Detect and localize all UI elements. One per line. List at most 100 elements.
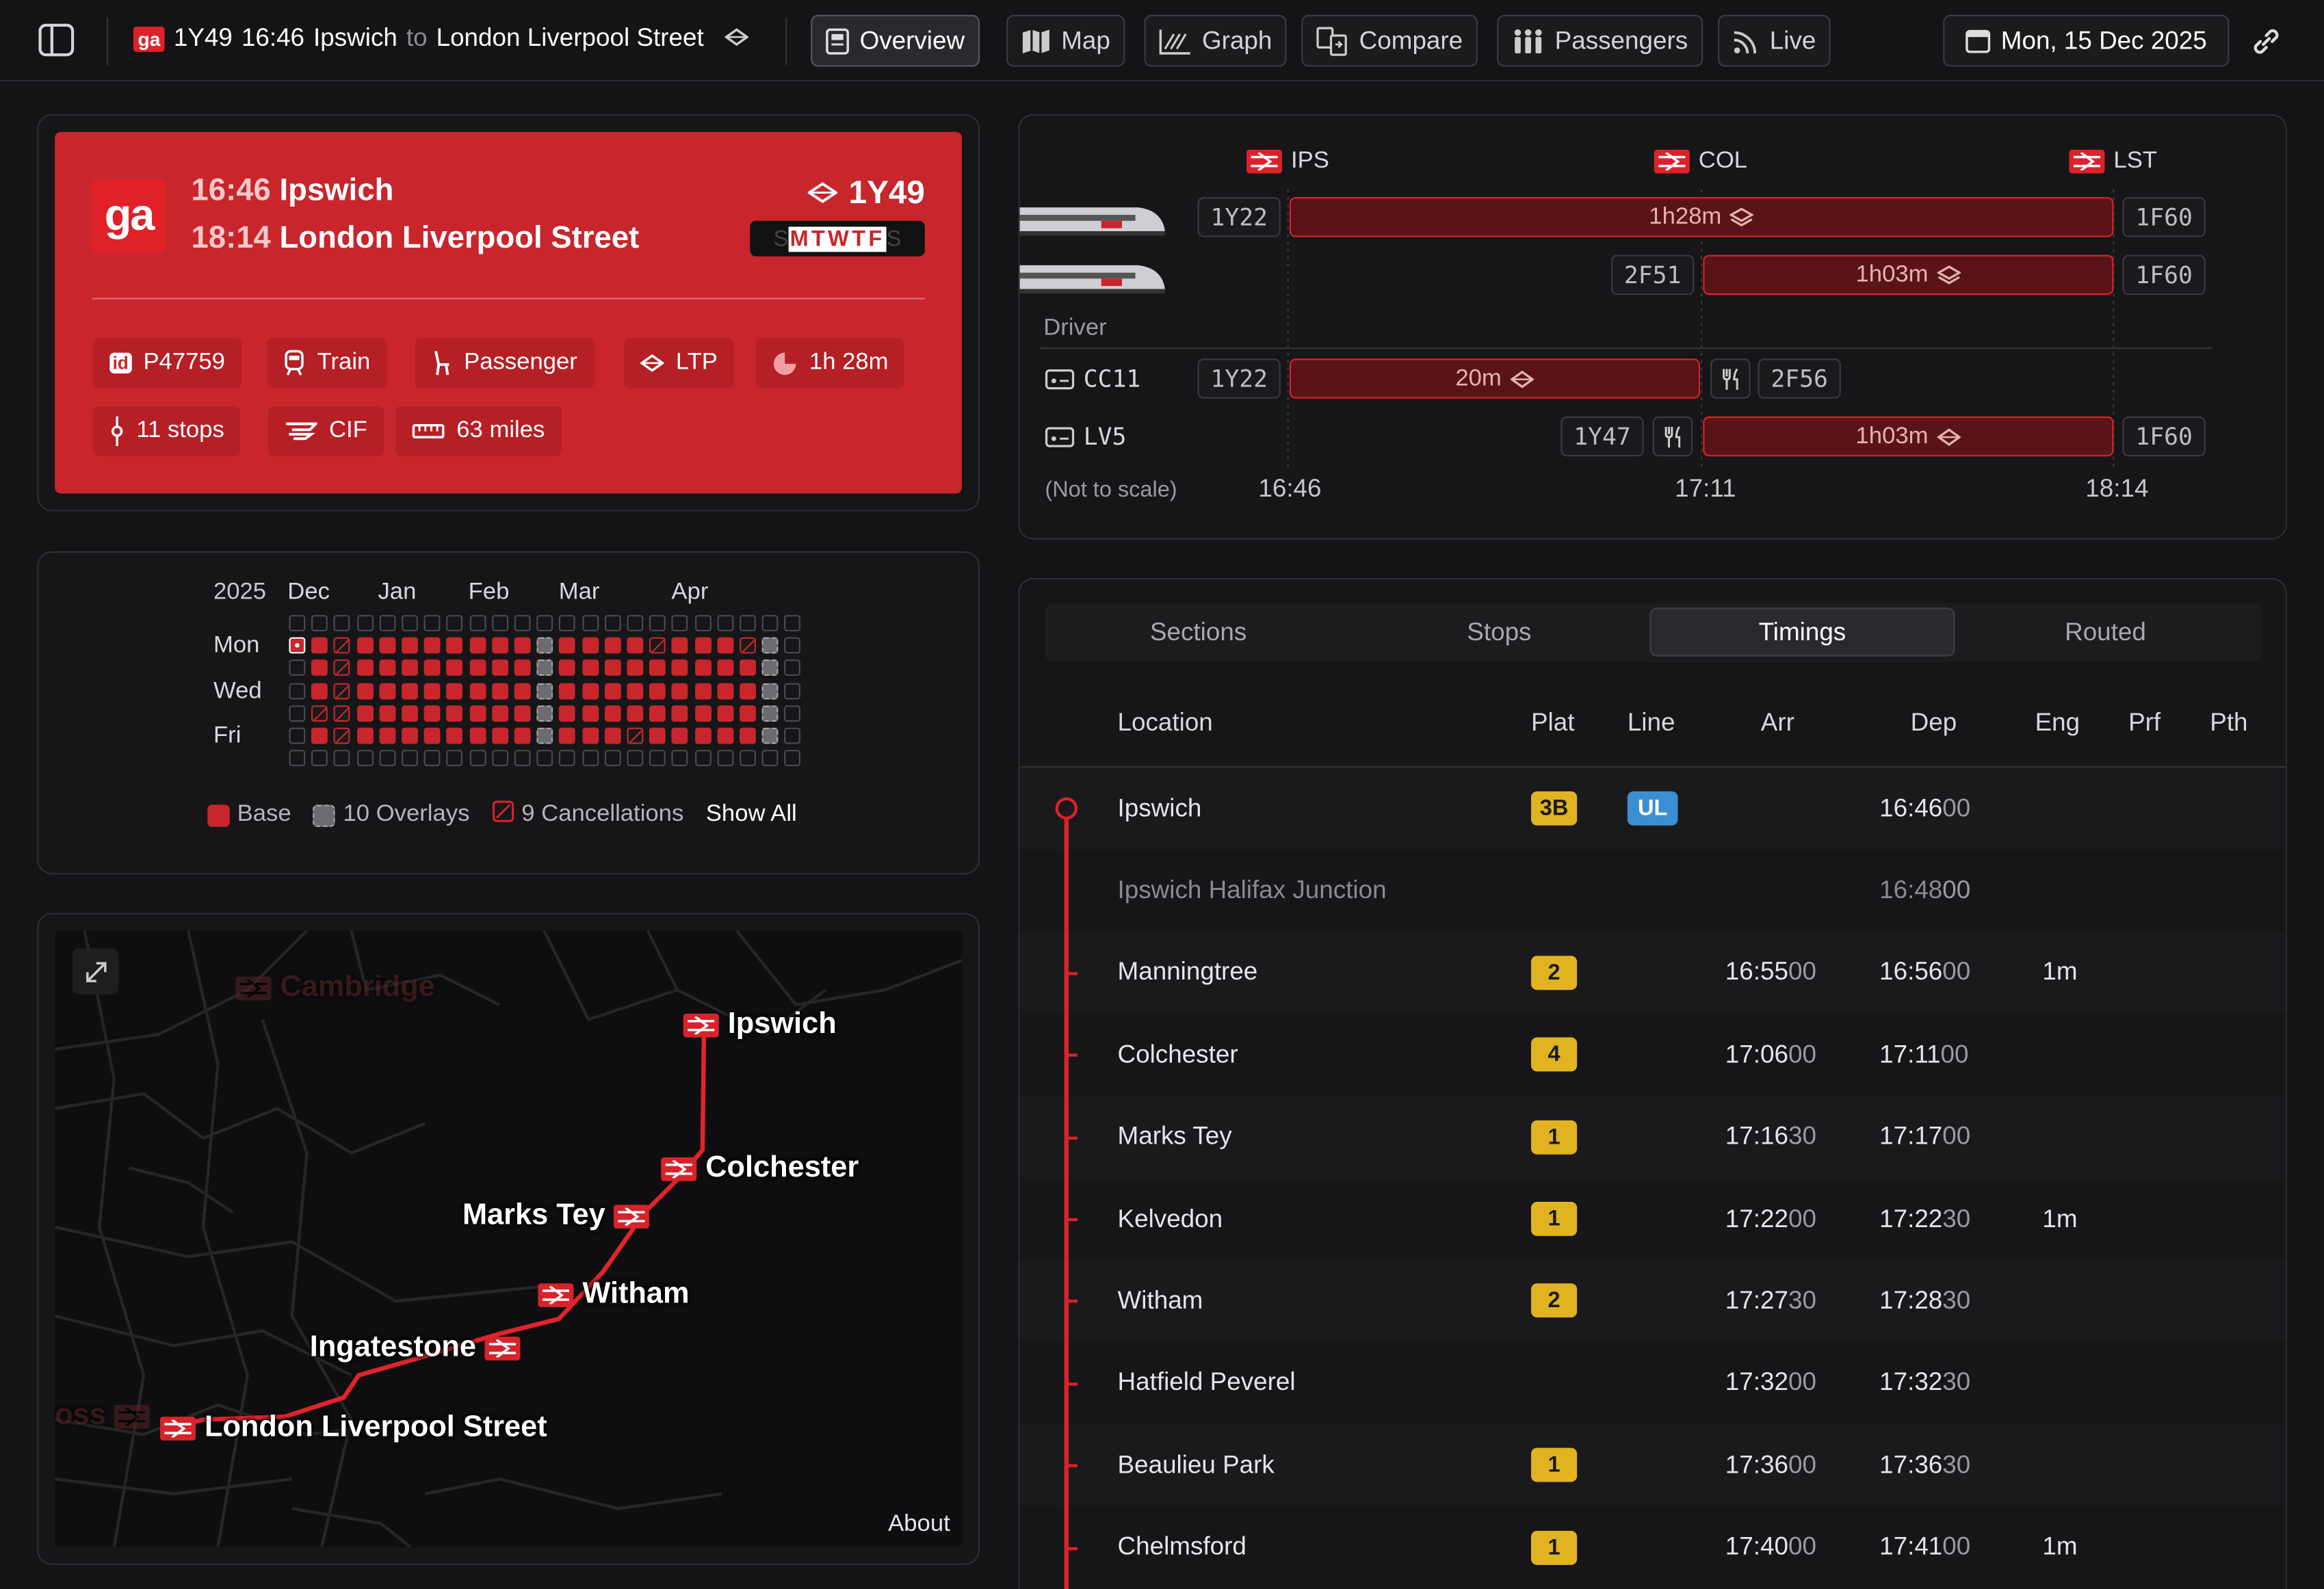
- calendar-day-cell[interactable]: [627, 682, 644, 699]
- map-station-ingatestone[interactable]: Ingatestone: [310, 1331, 521, 1365]
- calendar-day-cell[interactable]: [559, 705, 576, 722]
- calendar-day-cell[interactable]: [717, 638, 733, 654]
- driver-next-headcode[interactable]: 1F60: [2122, 416, 2206, 457]
- calendar-day-cell[interactable]: [649, 659, 666, 677]
- calendar-day-cell[interactable]: [582, 727, 599, 744]
- calendar-day-cell[interactable]: [402, 638, 418, 654]
- calendar-day-cell[interactable]: [582, 750, 599, 767]
- calendar-day-cell[interactable]: [514, 682, 531, 699]
- calendar-day-cell[interactable]: [402, 705, 418, 722]
- calendar-day-cell[interactable]: [289, 682, 306, 699]
- map-station-marks-tey[interactable]: Marks Tey: [462, 1199, 650, 1233]
- calendar-day-cell[interactable]: [402, 727, 418, 744]
- calendar-day-cell[interactable]: [311, 705, 328, 722]
- calendar-day-cell[interactable]: [649, 705, 666, 722]
- calendar-day-cell[interactable]: [491, 750, 508, 767]
- calendar-day-cell[interactable]: [289, 750, 306, 767]
- calendar-day-cell[interactable]: [694, 615, 711, 631]
- tab-map[interactable]: Map: [1006, 14, 1125, 67]
- calendar-day-cell[interactable]: [402, 615, 418, 631]
- calendar-day-cell[interactable]: [311, 638, 328, 654]
- table-row[interactable]: Colchester 4 17:06 00 17:11 00: [1020, 1014, 2286, 1095]
- table-row[interactable]: Ipswich 3B UL 16:46 00: [1019, 767, 2286, 850]
- calendar-day-cell[interactable]: [559, 638, 576, 654]
- calendar-day-cell[interactable]: [627, 727, 644, 744]
- calendar-day-cell[interactable]: [604, 727, 621, 744]
- calendar-day-cell[interactable]: [761, 659, 779, 677]
- calendar-day-cell[interactable]: [784, 727, 801, 744]
- link-icon[interactable]: [2250, 25, 2283, 65]
- calendar-day-cell[interactable]: [356, 659, 374, 677]
- calendar-day-cell[interactable]: [649, 638, 666, 654]
- calendar-day-cell[interactable]: [356, 727, 374, 744]
- map-station-witham[interactable]: Witham: [538, 1278, 690, 1312]
- driver-bar-1[interactable]: 20m: [1289, 358, 1700, 399]
- driver-prev-headcode[interactable]: 1Y22: [1197, 358, 1281, 399]
- calendar-day-cell[interactable]: [784, 659, 801, 677]
- calendar-day-cell[interactable]: [311, 615, 328, 631]
- row-location[interactable]: Colchester: [1117, 1040, 1238, 1068]
- calendar-day-cell[interactable]: [514, 659, 531, 677]
- row-location[interactable]: Kelvedon: [1117, 1204, 1223, 1233]
- calendar-day-cell[interactable]: [356, 615, 374, 631]
- table-row[interactable]: Chelmsford 1 17:40 00 17:41 00 1m: [1020, 1506, 2286, 1588]
- calendar-day-cell[interactable]: [784, 638, 801, 654]
- calendar-day-cell[interactable]: [446, 682, 463, 699]
- calendar-day-cell[interactable]: [356, 638, 374, 654]
- table-row[interactable]: Kelvedon 1 17:22 00 17:22 30 1m: [1020, 1178, 2286, 1259]
- calendar-day-cell[interactable]: [536, 750, 553, 767]
- map-station-ipswich[interactable]: Ipswich: [683, 1008, 837, 1042]
- row-location[interactable]: Marks Tey: [1117, 1122, 1232, 1151]
- tab-passengers[interactable]: Passengers: [1497, 14, 1703, 67]
- calendar-day-cell[interactable]: [784, 615, 801, 631]
- calendar-day-cell[interactable]: [514, 638, 531, 654]
- calendar-day-cell[interactable]: [446, 705, 463, 722]
- row-location[interactable]: Ipswich Halifax Junction: [1117, 876, 1387, 904]
- calendar-day-cell[interactable]: [582, 615, 599, 631]
- calendar-day-cell[interactable]: [536, 659, 553, 677]
- tab-graph[interactable]: Graph: [1144, 14, 1288, 67]
- calendar-day-cell[interactable]: [536, 615, 553, 631]
- calendar-day-cell[interactable]: [311, 659, 328, 677]
- driver-next-headcode[interactable]: 2F56: [1758, 358, 1841, 399]
- calendar-day-cell[interactable]: [469, 682, 486, 699]
- calendar-day-cell[interactable]: [469, 615, 486, 631]
- driver-prev-headcode[interactable]: 1Y47: [1561, 416, 1644, 457]
- calendar-day-cell[interactable]: [491, 638, 508, 654]
- calendar-day-cell[interactable]: [424, 638, 441, 654]
- calendar-day-cell[interactable]: [469, 750, 486, 767]
- calendar-day-cell[interactable]: [446, 727, 463, 744]
- calendar-day-cell[interactable]: [559, 727, 576, 744]
- calendar-day-cell[interactable]: [446, 659, 463, 677]
- calendar-day-cell[interactable]: [334, 727, 351, 744]
- route-map[interactable]: Cambridge oss Ipswich Colchester Marks T…: [55, 930, 963, 1547]
- calendar-day-cell[interactable]: [582, 705, 599, 722]
- calendar-day-cell[interactable]: [424, 750, 441, 767]
- calendar-day-cell[interactable]: [694, 638, 711, 654]
- tab-stops[interactable]: Stops: [1467, 617, 1532, 646]
- calendar-day-cell[interactable]: [424, 615, 441, 631]
- calendar-day-cell[interactable]: [491, 615, 508, 631]
- calendar-day-cell[interactable]: [356, 750, 374, 767]
- driver-bar-2[interactable]: 1h03m: [1703, 416, 2114, 457]
- calendar-day-cell[interactable]: [784, 750, 801, 767]
- calendar-day-cell[interactable]: [379, 638, 396, 654]
- calendar-day-cell[interactable]: [334, 615, 351, 631]
- calendar-day-cell[interactable]: [491, 727, 508, 744]
- calendar-day-cell[interactable]: [649, 682, 666, 699]
- unit-next-headcode[interactable]: 1F60: [2122, 197, 2206, 237]
- calendar-day-cell[interactable]: [289, 615, 306, 631]
- calendar-day-cell[interactable]: [740, 705, 756, 722]
- row-location[interactable]: Manningtree: [1117, 958, 1258, 986]
- calendar-day-cell[interactable]: [627, 638, 644, 654]
- calendar-day-cell[interactable]: [536, 727, 553, 744]
- calendar-day-cell[interactable]: [424, 727, 441, 744]
- calendar-day-cell[interactable]: [334, 705, 351, 722]
- calendar-day-cell[interactable]: [469, 638, 486, 654]
- calendar-day-cell[interactable]: [649, 750, 666, 767]
- calendar-day-cell[interactable]: [582, 659, 599, 677]
- calendar-day-cell[interactable]: [514, 750, 531, 767]
- unit-bar-1[interactable]: 1h28m: [1289, 197, 2114, 237]
- show-all-button[interactable]: Show All: [705, 802, 797, 827]
- calendar-day-cell[interactable]: [604, 638, 621, 654]
